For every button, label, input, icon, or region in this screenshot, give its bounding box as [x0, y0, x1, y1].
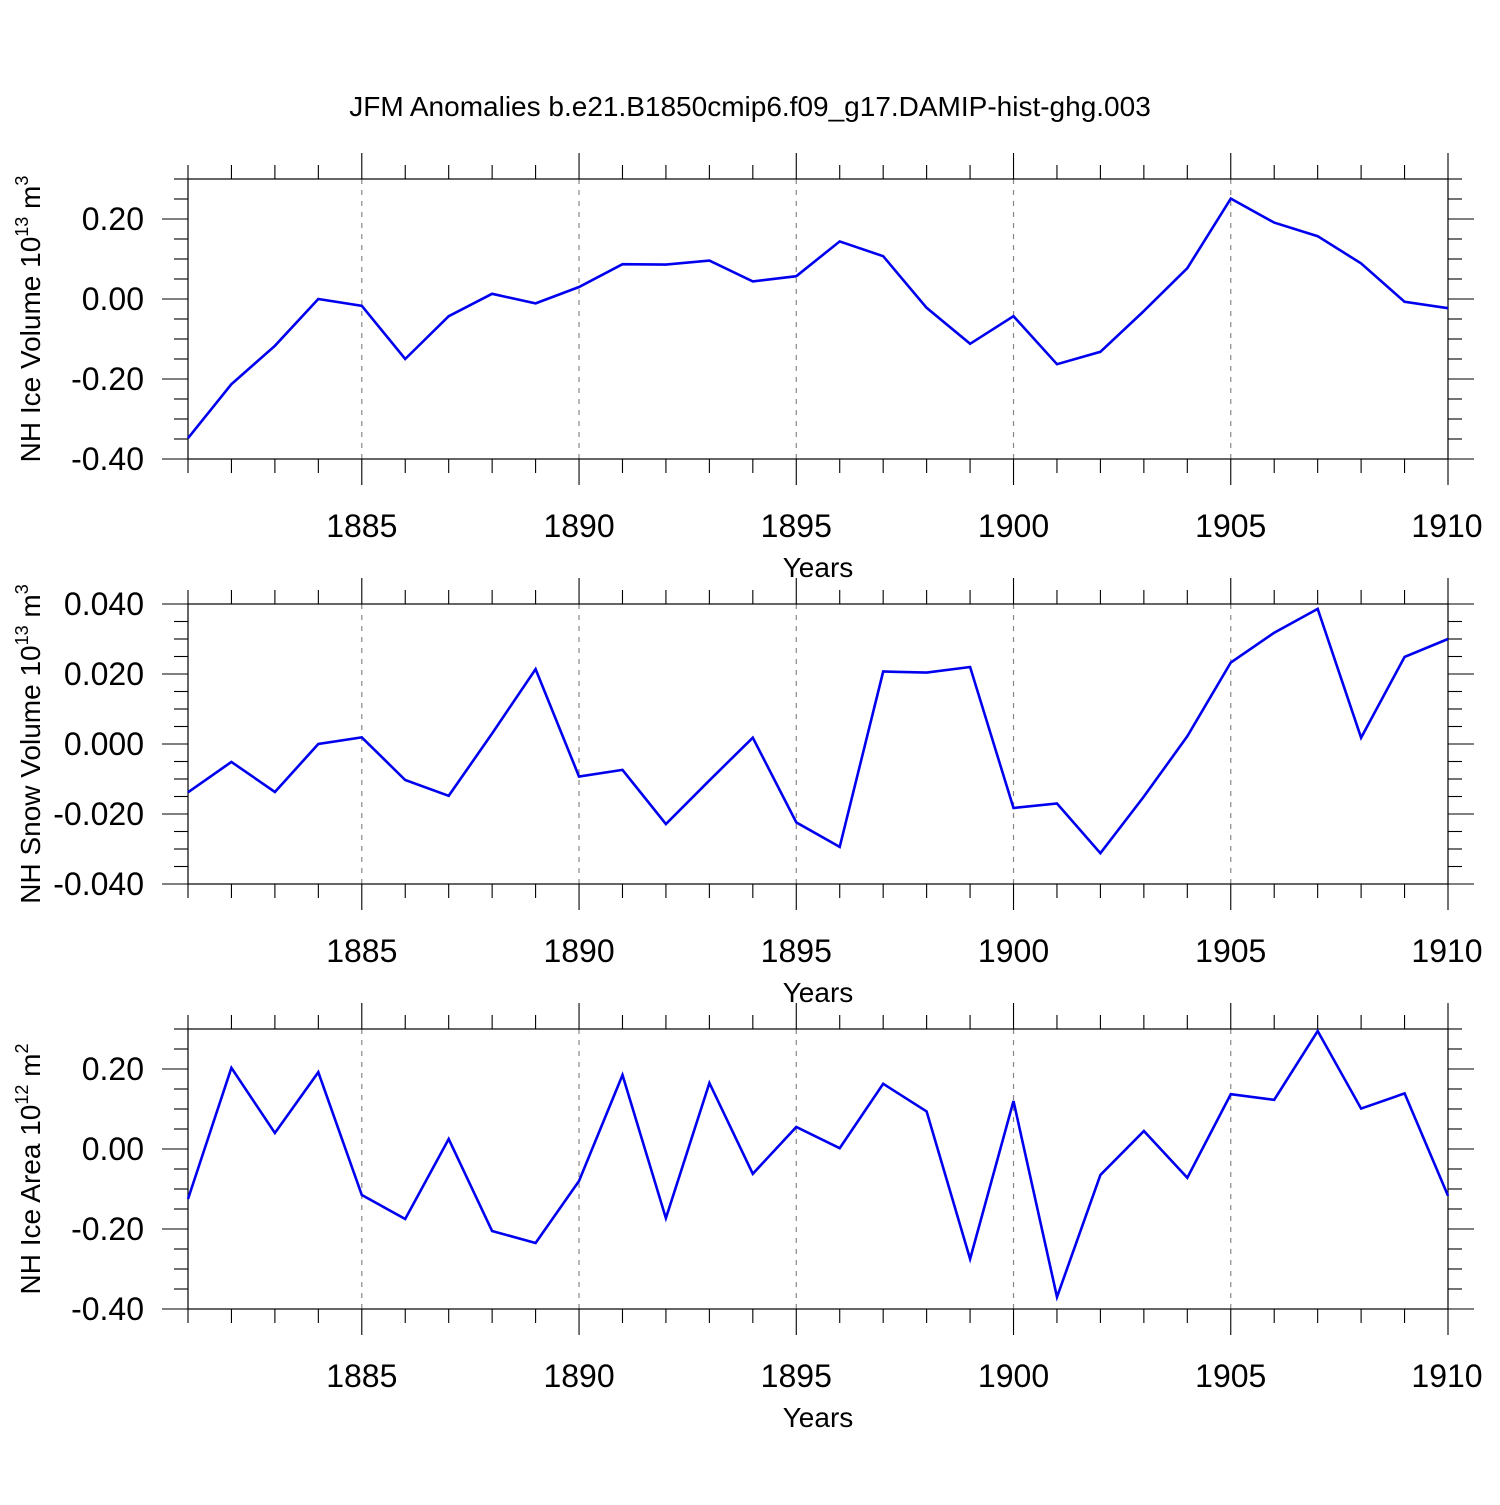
plot-frame: [188, 604, 1448, 884]
y-axis-label-unit-exponent: 3: [12, 176, 32, 186]
y-axis-label-main: NH Ice Area 10: [15, 1105, 46, 1295]
chart-panel-2: 0.040 0.020 0.000 -0.020 -0.040 1885 1890 1895 1…: [12, 578, 1483, 1008]
y-tick-label: -0.20: [71, 1211, 144, 1247]
x-tick-label: 1910: [1411, 1358, 1482, 1394]
y-tick-label: -0.020: [53, 796, 144, 832]
y-tick-label: -0.040: [53, 866, 144, 902]
y-axis-label-unit: m: [15, 594, 46, 625]
x-tick-label: 1890: [543, 1358, 614, 1394]
x-tick-label: 1890: [543, 508, 614, 544]
y-axis-label: NH Ice Volume 1013 m3: [12, 176, 46, 463]
plot-frame: [188, 179, 1448, 459]
x-tick-label: 1890: [543, 933, 614, 969]
x-tick-label: 1895: [761, 933, 832, 969]
x-tick-label: 1895: [761, 1358, 832, 1394]
y-axis-label-main: NH Snow Volume 10: [15, 645, 46, 903]
x-tick-label: 1905: [1195, 933, 1266, 969]
chart-title: JFM Anomalies b.e21.B1850cmip6.f09_g17.D…: [349, 91, 1151, 122]
x-tick-label: 1900: [978, 933, 1049, 969]
plot-frame: [188, 1029, 1448, 1309]
x-tick-label: 1910: [1411, 508, 1482, 544]
y-axis-label-exponent: 13: [12, 625, 32, 645]
y-axis-label-unit: m: [15, 1054, 46, 1085]
y-axis-label-unit-exponent: 3: [12, 584, 32, 594]
y-tick-label: -0.40: [71, 441, 144, 477]
y-tick-label: 0.20: [82, 1051, 144, 1087]
x-tick-label: 1885: [326, 933, 397, 969]
x-tick-label: 1905: [1195, 508, 1266, 544]
y-tick-label: 0.00: [82, 1131, 144, 1167]
series-line: [188, 199, 1448, 439]
chart-panel-3: 0.20 0.00 -0.20 -0.40 1885 1890 1895 1900 1905 19…: [12, 1003, 1483, 1433]
y-tick-label: -0.40: [71, 1291, 144, 1327]
y-tick-label: 0.040: [64, 586, 144, 622]
series-line: [188, 1031, 1448, 1297]
x-tick-label: 1910: [1411, 933, 1482, 969]
x-tick-label: 1900: [978, 1358, 1049, 1394]
y-axis-label-exponent: 12: [12, 1085, 32, 1105]
y-tick-label: 0.00: [82, 281, 144, 317]
y-axis-label-unit: m: [15, 186, 46, 217]
y-tick-label: 0.000: [64, 726, 144, 762]
x-tick-label: 1905: [1195, 1358, 1266, 1394]
y-axis-label-main: NH Ice Volume 10: [15, 237, 46, 463]
y-tick-label: 0.020: [64, 656, 144, 692]
y-tick-label: -0.20: [71, 361, 144, 397]
x-axis-label: Years: [783, 977, 854, 1008]
x-tick-label: 1885: [326, 508, 397, 544]
x-tick-label: 1895: [761, 508, 832, 544]
x-axis-label: Years: [783, 552, 854, 583]
series-line: [188, 609, 1448, 853]
chart-panel-1: 0.20 0.00 -0.20 -0.40 1885 1890 1895 1900 1905 19…: [12, 153, 1483, 583]
y-tick-label: 0.20: [82, 201, 144, 237]
y-axis-label-unit-exponent: 2: [12, 1043, 32, 1053]
x-tick-label: 1900: [978, 508, 1049, 544]
y-axis-label: NH Snow Volume 1013 m3: [12, 584, 46, 904]
x-tick-label: 1885: [326, 1358, 397, 1394]
x-axis-label: Years: [783, 1402, 854, 1433]
y-axis-label-exponent: 13: [12, 217, 32, 237]
y-axis-label: NH Ice Area 1012 m2: [12, 1043, 46, 1294]
